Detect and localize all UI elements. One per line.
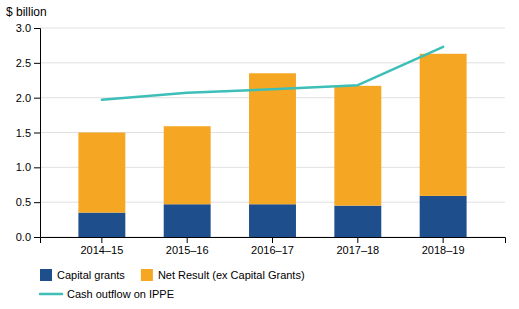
legend-label: Capital grants	[57, 269, 125, 281]
x-tick: 2015–16	[166, 237, 209, 256]
bar	[334, 86, 381, 206]
y-tick: 0.5	[16, 196, 40, 208]
legend-item: Cash outflow on IPPE	[40, 288, 174, 300]
x-tick-label: 2014–15	[80, 244, 123, 256]
y-tick-mark	[34, 98, 40, 99]
line	[102, 47, 443, 100]
x-tick-label: 2015–16	[166, 244, 209, 256]
legend-label: Cash outflow on IPPE	[67, 288, 174, 300]
x-tick-mark	[272, 237, 273, 243]
x-tick-mark	[357, 237, 358, 243]
x-tick-mark	[101, 237, 102, 243]
bar	[334, 206, 381, 237]
y-tick-label: 0.0	[16, 231, 31, 243]
x-axis: 2014–15 2015–16 2016–17 2017–18 2018–19	[41, 237, 506, 256]
marks	[78, 47, 466, 237]
bar	[420, 196, 467, 237]
legend-swatch	[40, 293, 62, 296]
x-axis-line	[41, 238, 506, 244]
bar	[164, 204, 211, 237]
x-tick-label: 2016–17	[251, 244, 294, 256]
plot: 0.0 0.5 1.0 1.5 2.0 2.5 3.0 2014–15 2015–16 2016–…	[16, 22, 506, 256]
grid	[40, 28, 505, 237]
y-tick: 3.0	[16, 22, 40, 34]
bar-series	[78, 54, 466, 213]
bar	[249, 73, 296, 204]
x-tick: 2018–19	[422, 237, 465, 256]
y-tick: 1.5	[16, 127, 40, 139]
y-tick: 2.5	[16, 57, 40, 69]
x-tick: 2016–17	[251, 237, 294, 256]
x-tick-label: 2018–19	[422, 244, 465, 256]
bar	[420, 54, 467, 196]
y-tick-label: 2.5	[16, 57, 31, 69]
legend-item: Net Result (ex Capital Grants)	[141, 269, 305, 281]
y-tick-label: 3.0	[16, 22, 31, 34]
y-label: $ billion	[6, 5, 47, 19]
legend-swatch	[141, 269, 153, 281]
y-tick-mark	[34, 237, 40, 238]
legend-item: Capital grants	[40, 269, 125, 281]
bar	[249, 204, 296, 237]
x-tick-mark	[443, 237, 444, 243]
y-tick-mark	[34, 167, 40, 168]
bar	[78, 133, 125, 213]
x-tick: 2014–15	[80, 237, 123, 256]
y-tick-mark	[34, 133, 40, 134]
y-tick-mark	[34, 63, 40, 64]
y-axis: 0.0 0.5 1.0 1.5 2.0 2.5 3.0	[16, 22, 41, 243]
y-tick-mark	[34, 28, 40, 29]
y-axis-line	[34, 29, 41, 238]
y-tick: 1.0	[16, 161, 40, 173]
bar	[78, 213, 125, 237]
grid-line	[40, 28, 505, 29]
y-tick: 2.0	[16, 92, 40, 104]
y-tick-label: 2.0	[16, 92, 31, 104]
y-tick-label: 1.5	[16, 127, 31, 139]
y-tick-label: 1.0	[16, 161, 31, 173]
bar	[164, 126, 211, 204]
legend-swatch	[40, 269, 52, 281]
legend-label: Net Result (ex Capital Grants)	[158, 269, 305, 281]
y-tick: 0.0	[16, 231, 40, 243]
x-tick-label: 2017–18	[336, 244, 379, 256]
legend: Capital grants Net Result (ex Capital Gra…	[40, 269, 305, 300]
x-tick: 2017–18	[336, 237, 379, 256]
y-tick-mark	[34, 202, 40, 203]
y-tick-label: 0.5	[16, 196, 31, 208]
chart: 0.0 0.5 1.0 1.5 2.0 2.5 3.0 2014–15 2015–16 2016–…	[0, 0, 519, 309]
x-tick-mark	[187, 237, 188, 243]
